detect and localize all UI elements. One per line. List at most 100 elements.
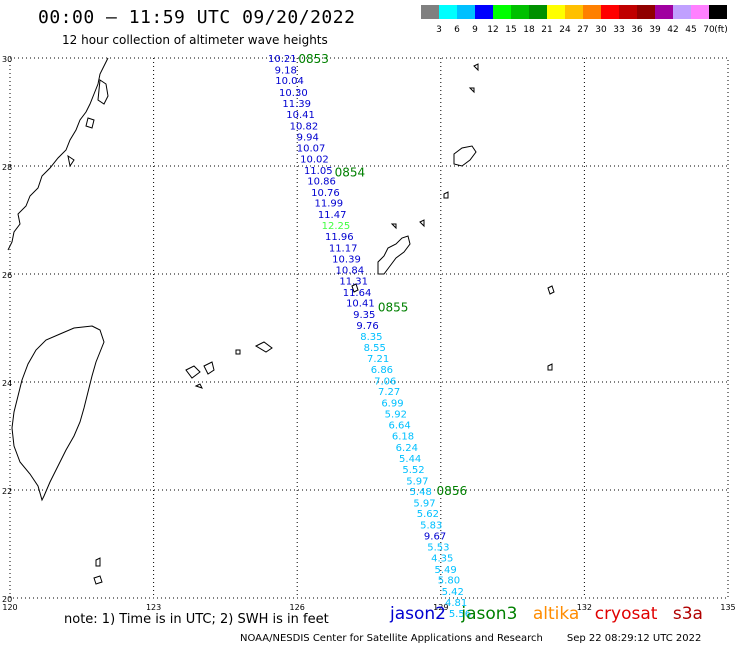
- satellite-legend: jason2 jason3 altika cryosat s3a: [390, 604, 713, 624]
- colorbar-tick: 36: [631, 25, 643, 35]
- colorbar-tick: 9: [472, 25, 478, 35]
- tokara-islands: [390, 63, 479, 230]
- colorbar-swatch: [637, 5, 655, 19]
- wave-height-value: 11.99: [314, 199, 343, 210]
- wave-height-value: 10.76: [311, 188, 340, 199]
- lat-label: 28: [2, 163, 12, 172]
- colorbar-swatch: [601, 5, 619, 19]
- wave-height-value: 7.06: [374, 376, 396, 387]
- wave-height-value: 9.67: [424, 531, 446, 542]
- pass-time-label: 0854: [335, 165, 366, 179]
- lat-lon-grid: [9, 57, 729, 599]
- coastline: [7, 57, 555, 585]
- lon-label: 123: [146, 603, 161, 612]
- wave-height-value: 9.35: [353, 310, 375, 321]
- miyako-islands: [235, 341, 273, 355]
- colorbar-swatch: [493, 5, 511, 19]
- legend-jason2: jason2: [390, 604, 446, 624]
- colorbar-tick: 27: [577, 25, 588, 35]
- wave-height-value: 11.47: [318, 210, 347, 221]
- batanes-islands: [93, 557, 103, 585]
- wave-height-value: 5.49: [434, 565, 456, 576]
- wave-height-value: 11.17: [329, 244, 358, 255]
- wave-height-value: 7.21: [367, 354, 389, 365]
- lat-label: 24: [2, 379, 12, 388]
- wave-height-value: 11.39: [282, 99, 311, 110]
- legend-jason3: jason3: [461, 604, 518, 624]
- wave-height-value: 5.44: [399, 454, 421, 465]
- map-frame: [9, 57, 729, 599]
- okinawa-island: [377, 235, 411, 275]
- wave-height-value: 10.41: [346, 299, 375, 310]
- wave-height-value: 9.76: [356, 321, 378, 332]
- colorbar-tick: 70: [703, 25, 715, 35]
- colorbar-swatch: [475, 5, 493, 19]
- legend-cryosat: cryosat: [594, 604, 658, 624]
- wave-height-value: 5.92: [385, 409, 407, 420]
- wave-height-value: 11.31: [339, 276, 368, 287]
- lon-label: 120: [2, 603, 17, 612]
- lon-label: 135: [720, 603, 735, 612]
- taiwan-coastline: [11, 325, 105, 502]
- colorbar-tick: 18: [523, 25, 535, 35]
- wave-height-value: 10.86: [307, 177, 336, 188]
- wave-height-value: 10.02: [300, 154, 329, 165]
- wave-height-value: 5.53: [427, 543, 449, 554]
- map-title: 00:00 – 11:59 UTC 09/20/2022: [38, 7, 356, 28]
- wave-height-value: 5.42: [442, 587, 464, 598]
- wave-height-value: 6.99: [381, 399, 403, 410]
- colorbar-swatch: [439, 5, 457, 19]
- wave-height-value: 10.84: [336, 266, 365, 277]
- wave-height-value: 4.35: [431, 554, 453, 565]
- pass-time-label: 0853: [298, 52, 329, 66]
- wave-height-value: 7.27: [378, 387, 400, 398]
- wave-height-value: 4.81: [445, 598, 467, 609]
- wave-height-value: 9.94: [297, 132, 319, 143]
- amami-island: [453, 145, 477, 167]
- credit-text: NOAA/NESDIS Center for Satellite Applica…: [240, 633, 543, 644]
- colorbar-tick: 42: [667, 25, 678, 35]
- china-islands: [67, 79, 109, 168]
- colorbar-swatch: [457, 5, 475, 19]
- wave-height-value: 11.64: [343, 288, 372, 299]
- wave-height-value: 10.39: [332, 254, 361, 265]
- wave-height-value: 11.05: [304, 166, 333, 177]
- wave-height-value: 10.21: [268, 54, 297, 65]
- wave-height-value: 8.55: [364, 343, 386, 354]
- wave-height-value: 5.48: [410, 487, 432, 498]
- colorbar-swatch: [673, 5, 691, 19]
- colorbar: 3 6 9 12 15 18 21 24 27 30 33 36 39 42 45 70 (ft): [421, 5, 728, 35]
- wave-height-value: 10.41: [286, 110, 315, 121]
- colorbar-tick: 12: [487, 25, 498, 35]
- lat-label: 22: [2, 487, 12, 496]
- lat-label: 26: [2, 271, 12, 280]
- wave-height-value: 11.96: [325, 232, 354, 243]
- wave-height-value: 6.18: [392, 431, 414, 442]
- colorbar-tick: 39: [649, 25, 661, 35]
- daito-islands: [547, 285, 555, 371]
- colorbar-tick: 45: [685, 25, 696, 35]
- wave-height-value: 10.82: [290, 122, 319, 133]
- credit-line: NOAA/NESDIS Center for Satellite Applica…: [240, 633, 701, 644]
- footer-note: note: 1) Time is in UTC; 2) SWH is in fe…: [64, 612, 329, 627]
- legend-altika: altika: [532, 604, 580, 624]
- wave-height-value: 6.86: [371, 365, 393, 376]
- wave-height-value: 8.35: [360, 332, 382, 343]
- colorbar-tick: 15: [505, 25, 516, 35]
- wave-height-value: 6.24: [396, 443, 418, 454]
- china-coastline: [7, 57, 109, 251]
- colorbar-swatch: [619, 5, 637, 19]
- colorbar-tick: 30: [595, 25, 607, 35]
- map-subtitle: 12 hour collection of altimeter wave hei…: [62, 33, 328, 47]
- colorbar-tick: 33: [613, 25, 624, 35]
- colorbar-tick: 3: [436, 25, 442, 35]
- colorbar-swatch: [691, 5, 709, 19]
- legend-s3a: s3a: [672, 604, 703, 624]
- colorbar-tick: 6: [454, 25, 460, 35]
- colorbar-swatch: [709, 5, 727, 19]
- ishigaki-islands: [185, 361, 215, 389]
- wave-height-value: 6.64: [389, 421, 411, 432]
- timestamp: Sep 22 08:29:12 UTC 2022: [566, 633, 702, 644]
